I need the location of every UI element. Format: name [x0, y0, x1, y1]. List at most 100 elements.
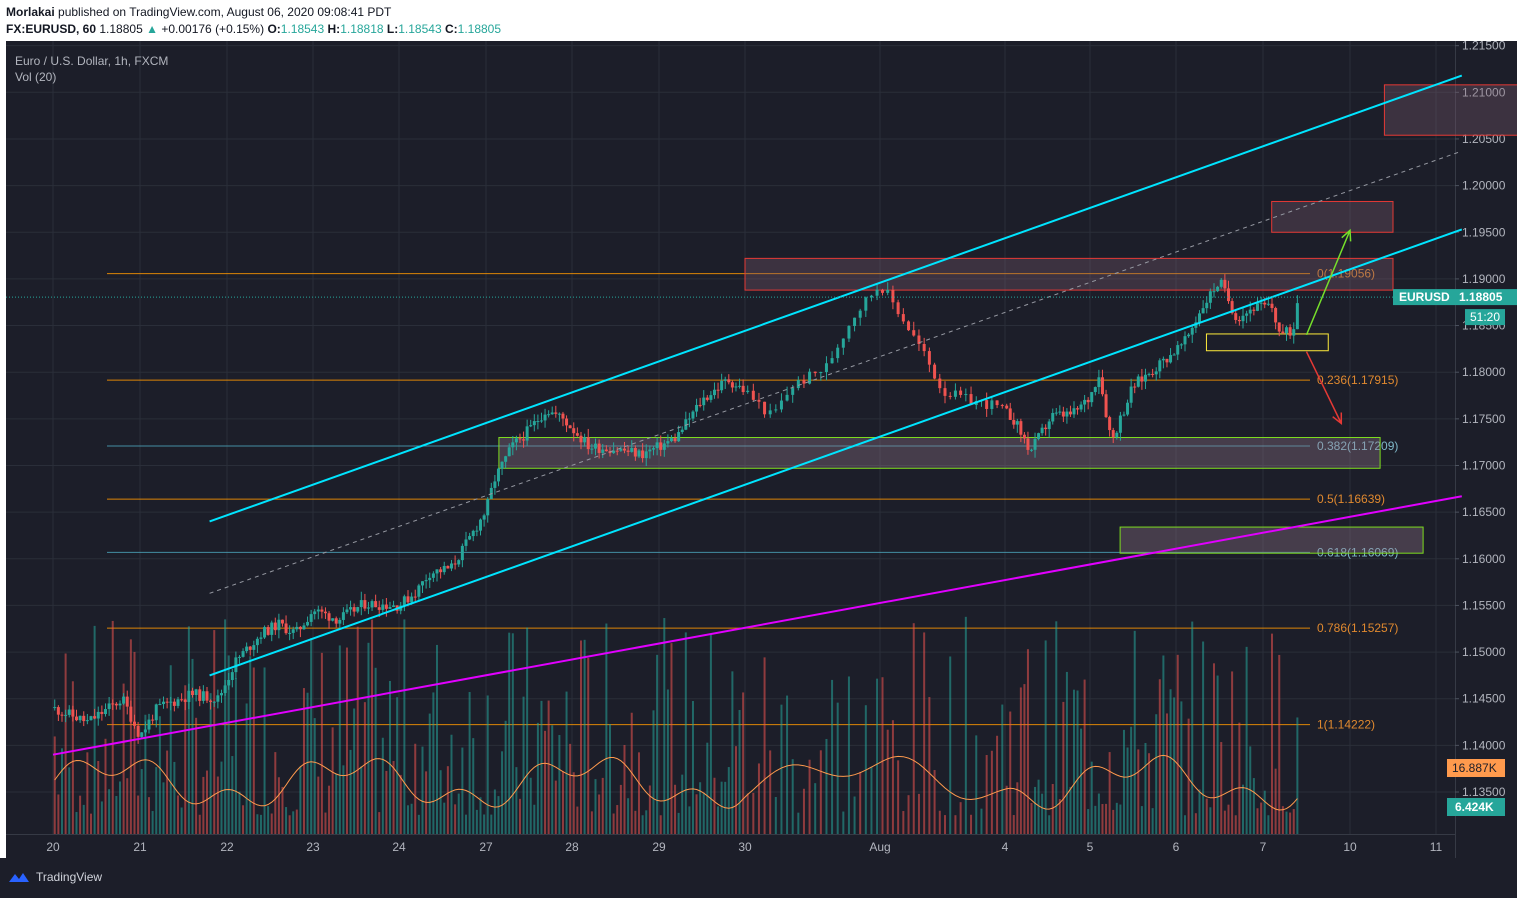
volume-bar	[515, 767, 518, 834]
volume-bar	[912, 623, 915, 834]
volume-bar	[180, 807, 183, 834]
volume-bar	[1234, 815, 1237, 834]
candle-body	[593, 443, 597, 449]
candle-body	[78, 715, 82, 721]
volume-bar	[256, 814, 259, 834]
volume-bar	[674, 784, 677, 834]
volume-bar	[688, 806, 691, 834]
volume-bar	[111, 620, 114, 834]
volume-bar	[1044, 640, 1047, 834]
volume-bar	[774, 797, 777, 834]
candle-body	[514, 438, 518, 443]
candle-body	[1292, 329, 1296, 336]
candle-body	[114, 703, 118, 706]
volume-bar	[1108, 752, 1111, 834]
volume-bar	[126, 778, 129, 834]
volume-bar	[468, 692, 471, 834]
volume-bar	[1144, 742, 1147, 834]
volume-bar	[295, 809, 298, 834]
y-tick-label: 1.21000	[1462, 85, 1506, 99]
volume-bar	[479, 797, 482, 834]
low-value: 1.18543	[398, 22, 442, 36]
volume-bar	[944, 815, 946, 834]
candle-body	[377, 607, 381, 610]
volume-bar	[652, 710, 655, 834]
volume-bar	[791, 759, 794, 834]
volume-bar	[1148, 753, 1151, 834]
price-axis[interactable]	[1455, 41, 1517, 858]
candle-body	[356, 607, 360, 612]
x-tick-label: 23	[306, 840, 320, 854]
volume-bar	[1252, 778, 1255, 834]
volume-bar	[1202, 641, 1205, 834]
candle-body	[1255, 303, 1259, 311]
candle-body	[943, 388, 947, 396]
candle-body	[1190, 327, 1194, 335]
candle-body	[424, 580, 428, 582]
channel-lower-line	[209, 228, 1463, 677]
brand[interactable]: TradingView	[8, 870, 102, 884]
time-axis[interactable]	[6, 834, 1455, 859]
timer-badge	[1465, 309, 1505, 326]
volume-bar	[990, 750, 993, 834]
candle-body	[1083, 399, 1087, 405]
volume-bar	[1256, 808, 1259, 834]
volume-bar	[435, 644, 438, 834]
volume-bar	[1037, 779, 1040, 834]
volume-bar	[71, 681, 74, 834]
volume-bar	[421, 746, 424, 834]
candle-body	[917, 335, 921, 344]
candle-body	[830, 358, 834, 364]
volume-bar	[388, 680, 391, 834]
channel-upper-line	[209, 74, 1463, 523]
y-tick-label: 1.17500	[1462, 412, 1506, 426]
candle-body	[615, 450, 619, 452]
volume-legend: Vol (20)	[15, 70, 57, 84]
volume-bar	[627, 798, 630, 834]
volume-bar	[917, 793, 920, 834]
candle-body	[341, 612, 345, 620]
volume-bar	[140, 769, 143, 834]
candle-body	[1012, 419, 1016, 425]
candle-body	[457, 560, 461, 565]
volume-bar	[666, 689, 669, 834]
volume-bar	[891, 720, 894, 834]
candle-body	[93, 716, 97, 719]
candle-body	[964, 394, 968, 396]
volume-bar	[497, 796, 500, 834]
candle-body	[959, 390, 963, 395]
candle-body	[1147, 373, 1151, 375]
low-label: L:	[386, 22, 399, 36]
candle-body	[259, 637, 263, 639]
volume-bar	[786, 695, 789, 834]
volume-bar	[1227, 804, 1230, 834]
candle-body	[561, 413, 565, 419]
volume-bar	[144, 714, 147, 834]
resistance-zone	[1383, 84, 1517, 136]
volume-bar	[1062, 701, 1065, 834]
candle-body	[525, 426, 529, 441]
volume-bar	[1137, 749, 1140, 834]
fib-level-label: 0(1.19056)	[1317, 267, 1375, 281]
candle-body	[912, 330, 916, 336]
volume-bar	[238, 791, 241, 834]
volume-bar	[1209, 807, 1212, 834]
candle-body	[1126, 402, 1130, 415]
pivot-zone	[1205, 333, 1329, 352]
volume-bar	[209, 693, 212, 834]
candle-body	[266, 627, 270, 635]
volume-bar	[392, 761, 395, 834]
candle-body	[927, 351, 931, 365]
volume-bar	[1097, 793, 1100, 834]
candle-body	[169, 701, 173, 703]
candle-body	[1054, 412, 1058, 414]
candle-body	[475, 530, 479, 532]
author-name[interactable]: Morlakai	[6, 5, 55, 19]
fib-level-label: 0.5(1.16639)	[1317, 492, 1385, 506]
volume-bar	[93, 625, 96, 834]
candle-body	[140, 732, 144, 737]
volume-bar	[166, 750, 169, 834]
candle-body	[327, 613, 331, 621]
forecast-arrow-up	[1305, 230, 1351, 336]
